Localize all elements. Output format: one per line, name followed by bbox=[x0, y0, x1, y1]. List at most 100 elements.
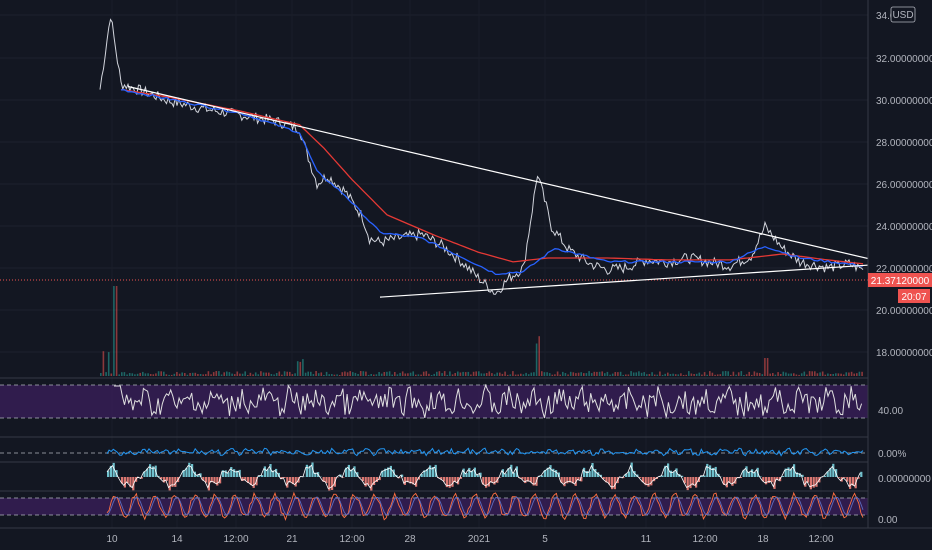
volume-bar bbox=[247, 375, 249, 376]
y-tick-label: 26.00000000 bbox=[876, 180, 932, 191]
volume-bar bbox=[543, 372, 546, 376]
volume-bar bbox=[370, 374, 372, 376]
volume-bar bbox=[709, 371, 711, 376]
histogram-bar bbox=[683, 477, 686, 484]
x-tick-label[interactable]: 5 bbox=[542, 534, 548, 545]
volume-bar bbox=[205, 374, 207, 376]
volume-bar bbox=[806, 374, 808, 376]
currency-button[interactable]: USD bbox=[890, 6, 916, 23]
histogram-bar bbox=[689, 477, 692, 489]
volume-bar bbox=[680, 373, 682, 376]
volume-bar bbox=[420, 374, 422, 376]
histogram-bar bbox=[398, 477, 401, 479]
volume-bar bbox=[732, 371, 735, 376]
volume-bar bbox=[837, 373, 840, 376]
volume-bar bbox=[548, 373, 551, 376]
volume-bars bbox=[100, 286, 863, 376]
x-tick-label[interactable]: 12:00 bbox=[339, 534, 364, 545]
histogram-bar bbox=[163, 477, 166, 483]
grid-lines bbox=[0, 14, 868, 353]
x-tick-label[interactable]: 2021 bbox=[468, 534, 491, 545]
volume-bar bbox=[134, 374, 136, 376]
histogram-bar bbox=[731, 477, 734, 486]
histogram-bar bbox=[210, 477, 213, 483]
volume-bar bbox=[625, 374, 627, 376]
histogram-bar bbox=[641, 477, 644, 483]
volume-bar bbox=[706, 374, 708, 376]
volume-bar bbox=[483, 373, 485, 376]
volume-bar bbox=[260, 371, 262, 376]
histogram-bar bbox=[622, 477, 625, 479]
volume-bar bbox=[210, 374, 212, 376]
volume-bar bbox=[142, 371, 144, 376]
histogram-bar bbox=[695, 477, 698, 488]
histogram-bar bbox=[429, 465, 432, 477]
volume-bar bbox=[115, 286, 118, 376]
volume-bar bbox=[118, 374, 120, 376]
volume-bar bbox=[585, 373, 588, 376]
histogram-bar bbox=[353, 466, 356, 477]
volume-bar bbox=[790, 373, 792, 376]
volume-bar bbox=[840, 373, 842, 376]
lower-trendline[interactable] bbox=[379, 260, 932, 298]
histogram-bar bbox=[664, 465, 667, 477]
histogram-bar bbox=[219, 477, 222, 484]
histogram-bar bbox=[361, 477, 364, 482]
histogram-bar bbox=[109, 465, 112, 477]
y-tick-label: 34.0 bbox=[876, 11, 896, 22]
volume-bar bbox=[191, 372, 194, 376]
price-scale-background[interactable] bbox=[868, 0, 932, 528]
x-tick-label[interactable]: 12:00 bbox=[692, 534, 717, 545]
histogram-bar bbox=[742, 469, 745, 477]
volume-bar bbox=[228, 372, 231, 376]
volume-bar bbox=[186, 374, 189, 376]
volume-bar bbox=[144, 373, 147, 376]
x-tick-label[interactable]: 12:00 bbox=[808, 534, 833, 545]
histogram-bar bbox=[633, 471, 636, 477]
volume-bar bbox=[349, 371, 351, 376]
histogram-bar bbox=[538, 476, 541, 477]
histogram-bar bbox=[518, 477, 521, 478]
histogram-bar bbox=[521, 477, 524, 480]
histogram-bar bbox=[857, 477, 860, 479]
upper-trendline[interactable] bbox=[127, 85, 932, 275]
x-tick-label[interactable]: 14 bbox=[171, 534, 183, 545]
volume-bar bbox=[761, 374, 764, 376]
volume-bar bbox=[422, 371, 425, 376]
currency-button-label[interactable]: USD bbox=[892, 10, 913, 21]
volume-bar bbox=[632, 372, 635, 376]
x-tick-label[interactable]: 12:00 bbox=[223, 534, 248, 545]
volume-bar bbox=[194, 372, 197, 376]
x-tick-label[interactable]: 10 bbox=[106, 534, 118, 545]
volume-bar bbox=[480, 373, 483, 376]
volume-bar bbox=[254, 372, 257, 376]
volume-bar bbox=[499, 372, 501, 376]
volume-bar bbox=[338, 375, 341, 376]
x-tick-label[interactable]: 28 bbox=[404, 534, 416, 545]
histogram-bar bbox=[577, 477, 580, 481]
volume-bar bbox=[168, 374, 170, 376]
histogram-bar bbox=[350, 469, 353, 477]
histogram-bar bbox=[613, 477, 616, 490]
histogram-bar bbox=[249, 477, 252, 486]
histogram-bar bbox=[507, 468, 510, 477]
x-tick-labels[interactable]: 10 14 12:00 21 12:00 28 2021 5 11 12:00 18 12:00 bbox=[106, 534, 834, 545]
histogram-bar bbox=[479, 472, 482, 477]
current-price-label: 21.37120000 bbox=[871, 276, 930, 287]
x-tick-label[interactable]: 11 bbox=[641, 534, 652, 545]
volume-bar bbox=[588, 371, 590, 376]
histogram-bar bbox=[501, 469, 504, 477]
histogram-bar bbox=[193, 471, 196, 477]
x-tick-label[interactable]: 21 bbox=[286, 534, 298, 545]
volume-bar bbox=[491, 373, 493, 376]
histogram-bar bbox=[529, 477, 532, 483]
volume-bar bbox=[231, 373, 233, 376]
volume-bar bbox=[664, 373, 666, 376]
volume-bar bbox=[257, 374, 260, 376]
histogram-bar bbox=[709, 465, 712, 477]
volume-bar bbox=[850, 371, 853, 376]
x-tick-label[interactable]: 18 bbox=[757, 534, 769, 545]
histogram-bar bbox=[837, 477, 840, 478]
volume-bar bbox=[674, 374, 677, 376]
